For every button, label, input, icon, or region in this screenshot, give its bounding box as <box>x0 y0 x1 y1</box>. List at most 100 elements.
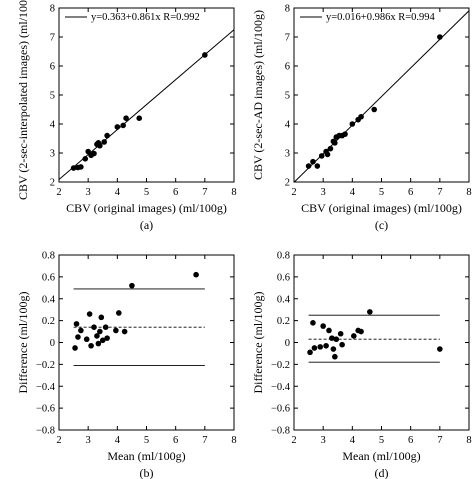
x-tick-label: 5 <box>144 435 149 446</box>
chart-a: 2 3 4 5 6 7 8 2 3 4 5 6 7 8 CBV (original images) (ml/… <box>16 0 237 232</box>
x-tick-label: 4 <box>115 435 121 446</box>
y-tick-label: −0.2 <box>271 360 290 371</box>
x-tick-label: 2 <box>291 187 296 198</box>
data-point <box>114 124 121 130</box>
y-tick-label: 0.8 <box>42 251 55 262</box>
data-point <box>83 336 90 343</box>
panel-caption: (b) <box>140 466 154 479</box>
data-point <box>72 345 78 351</box>
y-tick-label: −0.2 <box>36 360 55 371</box>
x-tick-label: 7 <box>202 435 207 446</box>
x-axis-label: CBV (original images) (ml/100g) <box>301 201 462 215</box>
x-tick-label: 6 <box>173 187 178 198</box>
y-tick-label: 8 <box>50 4 55 15</box>
data-point <box>324 151 331 158</box>
x-tick-label: 5 <box>144 187 149 198</box>
legend-text: y=0.363+0.861x R=0.992 <box>91 12 200 23</box>
data-point <box>330 346 337 352</box>
data-point <box>333 336 340 343</box>
y-tick-label: 7 <box>285 33 290 44</box>
x-tick-label: 6 <box>408 435 413 446</box>
x-axis-label: Mean (ml/100g) <box>342 449 420 463</box>
x-tick-label: 7 <box>437 187 442 198</box>
plot-frame <box>58 7 235 183</box>
x-tick-label: 5 <box>379 187 384 198</box>
data-point <box>101 139 108 145</box>
data-point <box>78 327 84 334</box>
x-tick-label: 7 <box>202 187 207 198</box>
data-point <box>310 158 316 165</box>
data-point <box>193 271 199 278</box>
data-point <box>371 106 378 113</box>
y-axis-label: Difference (ml/100g) <box>16 291 30 393</box>
data-point <box>97 142 103 149</box>
y-tick-label: 7 <box>50 33 55 44</box>
data-point <box>332 353 338 360</box>
data-point <box>339 341 345 348</box>
x-tick-label: 8 <box>231 187 236 198</box>
data-point <box>121 328 128 335</box>
data-point <box>86 311 93 317</box>
legend-text: y=0.016+0.986x R=0.994 <box>326 12 436 23</box>
y-tick-label: 0.2 <box>277 316 290 327</box>
x-tick-label: 6 <box>173 435 178 446</box>
data-point <box>123 115 129 121</box>
data-point <box>88 342 94 349</box>
data-point <box>104 132 110 139</box>
y-tick-label: 6 <box>285 62 290 73</box>
x-tick-label: 2 <box>56 187 61 198</box>
data-point <box>311 345 318 351</box>
plot-frame <box>58 254 235 431</box>
x-tick-label: 2 <box>56 435 61 446</box>
y-tick-label: 0.2 <box>42 316 55 327</box>
data-point <box>115 310 122 316</box>
x-tick-label: 3 <box>86 187 91 198</box>
y-tick-label: 0.6 <box>42 272 55 283</box>
x-tick-label: 3 <box>86 435 91 446</box>
y-tick-label: −0.8 <box>271 426 290 437</box>
data-point <box>332 140 338 146</box>
data-point <box>129 282 135 289</box>
panel-caption: (a) <box>140 218 153 232</box>
y-tick-label: 0 <box>50 338 55 349</box>
data-point <box>94 333 100 339</box>
data-point <box>337 330 344 337</box>
chart-d: 2 3 4 5 6 7 8 −0.8 −0.6 −0.4 −0.2 0 0.2 0.4 0.6 0.8 Mean… <box>251 251 472 479</box>
x-tick-label: 3 <box>321 435 326 446</box>
data-point <box>98 314 105 321</box>
data-point <box>326 327 332 334</box>
y-tick-label: 0 <box>285 338 290 349</box>
x-tick-label: 8 <box>466 187 471 198</box>
data-point <box>327 145 334 152</box>
y-tick-label: −0.4 <box>271 382 291 393</box>
plot-area <box>72 271 205 366</box>
y-tick-label: −0.6 <box>36 404 55 415</box>
y-tick-label: 0.6 <box>277 272 290 283</box>
y-tick-label: 4 <box>285 120 291 131</box>
y-tick-label: 5 <box>285 91 290 102</box>
data-point <box>91 150 97 157</box>
y-axis-label: CBV (2-sec-AD images) (ml/100g) <box>251 10 265 180</box>
y-tick-label: 3 <box>285 149 290 160</box>
data-point <box>305 163 312 169</box>
chart-c: 2 3 4 5 6 7 8 2 3 4 5 6 7 8 CBV (original images) (ml/… <box>251 4 472 233</box>
data-point <box>99 337 106 344</box>
data-point <box>82 156 89 162</box>
x-axis-label: Mean (ml/100g) <box>107 449 185 463</box>
y-tick-label: 4 <box>50 120 56 131</box>
x-tick-label: 8 <box>231 435 236 446</box>
data-point <box>367 309 373 315</box>
data-point <box>437 346 443 352</box>
data-point <box>349 121 356 127</box>
data-point <box>95 340 102 347</box>
data-point <box>78 164 84 170</box>
data-point <box>102 324 109 330</box>
plot-area <box>294 10 469 182</box>
chart-b: 2 3 4 5 6 7 8 −0.8 −0.6 −0.4 −0.2 0 0.2 0.4 0.6 0.8 Mean… <box>16 251 237 479</box>
data-point <box>136 115 143 121</box>
y-tick-label: 0.8 <box>277 251 290 262</box>
data-point <box>310 320 316 326</box>
x-tick-label: 6 <box>408 187 413 198</box>
data-point <box>120 122 126 129</box>
